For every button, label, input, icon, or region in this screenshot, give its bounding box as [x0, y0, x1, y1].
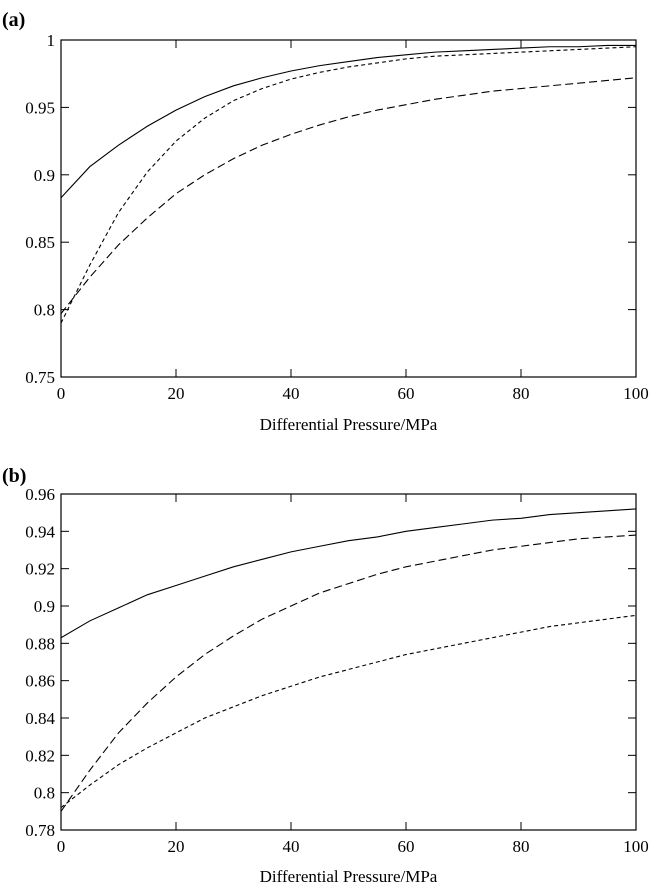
x-tick-label: 20 [168, 384, 185, 403]
y-tick-label: 0.82 [25, 746, 55, 765]
x-axis-title: Differential Pressure/MPa [260, 415, 438, 434]
x-tick-label: 60 [398, 384, 415, 403]
series-line-long-dash [60, 534, 637, 812]
y-tick-label: 0.9 [34, 597, 55, 616]
y-tick-label: 0.9 [34, 166, 55, 185]
y-tick-label: 0.78 [25, 821, 55, 840]
y-tick-label: 0.95 [25, 98, 55, 117]
y-tick-label: 0.96 [25, 485, 55, 504]
y-tick-label: 0.8 [34, 301, 55, 320]
x-tick-label: 60 [398, 837, 415, 856]
panel-b: (b) 0 20 40 60 80 100 0.78 0.8 0.82 0.84 0.86 0.88 0.… [2, 465, 649, 886]
x-tick-label: 100 [623, 837, 649, 856]
x-tick-label: 20 [168, 837, 185, 856]
y-tick-label: 0.92 [25, 560, 55, 579]
x-tick-label: 0 [57, 384, 66, 403]
x-tick-label: 0 [57, 837, 66, 856]
y-tick-label: 0.94 [25, 522, 55, 541]
series-line-solid [60, 508, 637, 639]
y-tick-label: 0.86 [25, 672, 55, 691]
panel-label: (b) [2, 465, 26, 487]
plot-frame [60, 493, 637, 831]
panel-label: (a) [2, 9, 25, 31]
series-line-solid [60, 44, 636, 199]
x-tick-label: 40 [283, 384, 300, 403]
series-line-long-dash [60, 77, 637, 314]
y-tick-label: 0.75 [25, 368, 55, 387]
panel-a: (a) 0 20 40 60 80 100 0.75 0.8 0.85 0.9 0.95 1 Differ… [2, 9, 649, 434]
plot-frame [60, 39, 637, 378]
x-axis-title: Differential Pressure/MPa [260, 867, 438, 886]
x-tick-label: 100 [623, 384, 649, 403]
series-line-short-dash [60, 46, 637, 324]
x-tick-label: 80 [513, 384, 530, 403]
y-tick-label: 0.8 [34, 784, 55, 803]
series-line-short-dash [60, 614, 637, 809]
y-tick-label: 0.84 [25, 709, 55, 728]
y-tick-label: 0.88 [25, 634, 55, 653]
y-tick-label: 0.85 [25, 233, 55, 252]
y-tick-label: 1 [47, 31, 56, 50]
x-tick-label: 80 [513, 837, 530, 856]
x-tick-label: 40 [283, 837, 300, 856]
